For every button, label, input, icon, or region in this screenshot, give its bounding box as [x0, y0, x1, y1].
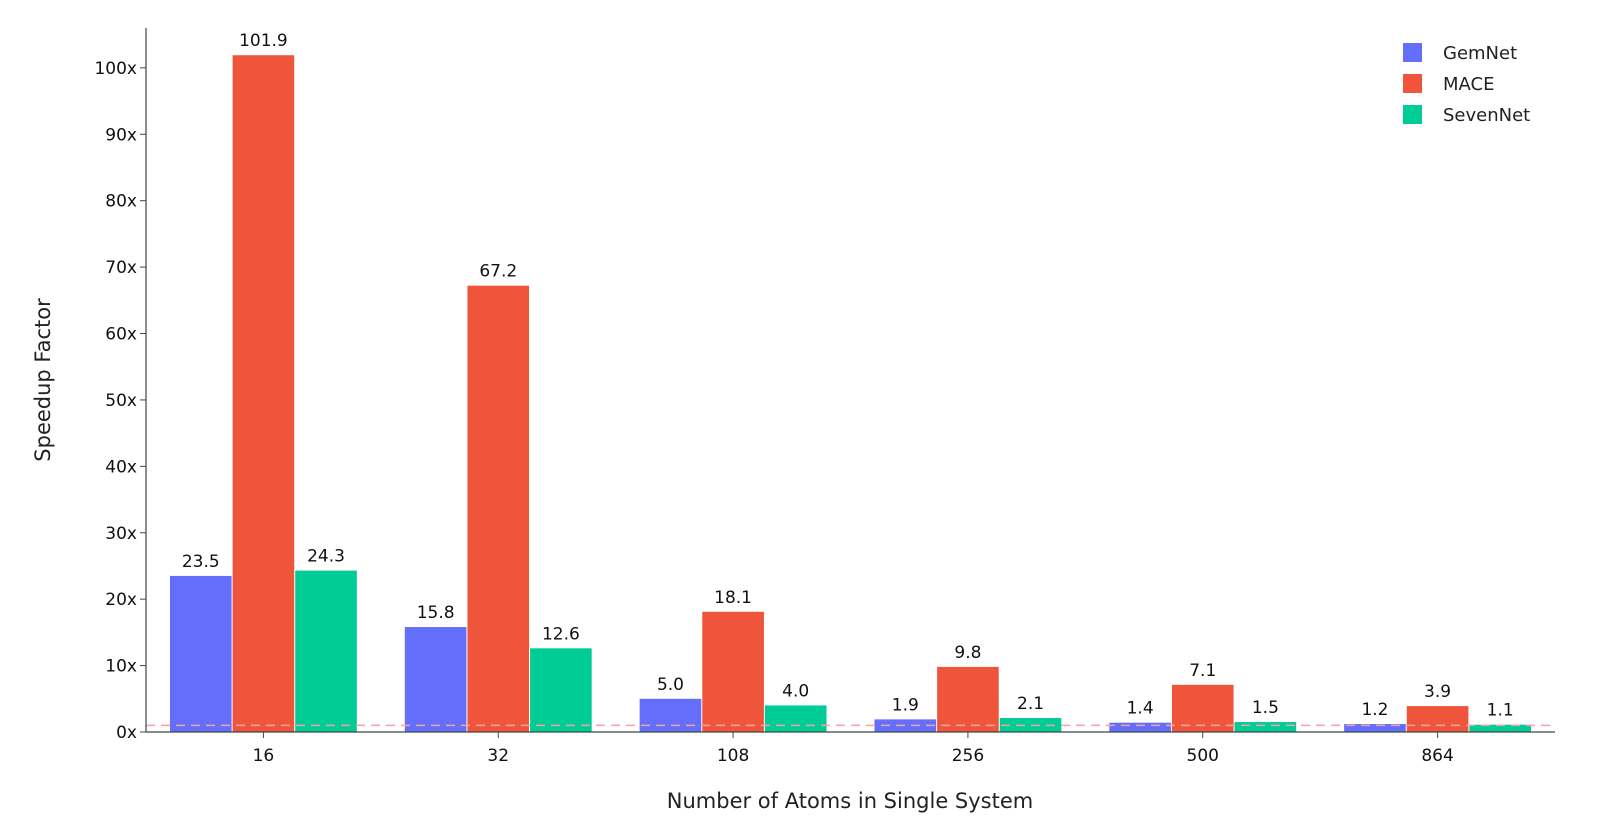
bar-mace-256	[937, 666, 999, 732]
data-label-gemnet-108: 5.0	[657, 675, 684, 695]
bar-gemnet-256	[874, 719, 937, 732]
data-label-mace-16: 101.9	[239, 31, 288, 51]
bar-gemnet-16	[169, 575, 232, 732]
data-label-mace-864: 3.9	[1424, 682, 1451, 702]
bar-sevennet-32	[530, 648, 592, 732]
data-label-gemnet-864: 1.2	[1361, 700, 1388, 720]
y-tick-label: 50x	[105, 391, 137, 411]
data-label-gemnet-256: 1.9	[892, 695, 919, 715]
bar-sevennet-16	[295, 570, 357, 732]
data-label-gemnet-500: 1.4	[1127, 699, 1154, 719]
legend-swatch-mace[interactable]	[1403, 74, 1422, 93]
data-label-sevennet-256: 2.1	[1017, 694, 1044, 714]
y-tick-label: 40x	[105, 457, 137, 477]
x-tick-label-864: 864	[1421, 746, 1453, 766]
bar-mace-500	[1171, 684, 1234, 732]
data-label-mace-500: 7.1	[1189, 661, 1216, 681]
y-ticks-layer: 0x 10x 20x 30x 40x 50x 60x 70x 80x 90x 100x	[94, 59, 146, 743]
bars-layer	[169, 55, 1532, 733]
x-tick-label-108: 108	[717, 746, 749, 766]
bar-gemnet-864	[1344, 724, 1406, 732]
data-label-gemnet-32: 15.8	[417, 603, 455, 623]
data-label-mace-32: 67.2	[479, 262, 517, 282]
data-label-sevennet-500: 1.5	[1252, 698, 1279, 718]
y-tick-label: 70x	[105, 258, 137, 278]
bar-mace-32	[467, 285, 530, 732]
bar-mace-864	[1406, 706, 1469, 732]
bar-gemnet-108	[639, 698, 702, 732]
y-tick-label: 0x	[116, 723, 137, 743]
y-tick-label: 30x	[105, 524, 137, 544]
bar-sevennet-108	[764, 705, 827, 732]
bar-sevennet-256	[999, 718, 1062, 732]
axes-layer	[145, 28, 1555, 733]
y-axis-title: Speedup Factor	[31, 298, 55, 462]
data-label-gemnet-16: 23.5	[182, 552, 220, 572]
x-axis-title: Number of Atoms in Single System	[667, 789, 1033, 813]
y-tick-label: 10x	[105, 657, 137, 677]
y-tick-label: 20x	[105, 590, 137, 610]
legend: GemNet MACE SevenNet	[1403, 43, 1530, 126]
x-tick-label-16: 16	[253, 746, 275, 766]
data-labels-layer: 23.5 15.8 5.0 1.9 1.4 1.2 101.9 67.2 18.1 9.8 7.1 3…	[182, 31, 1514, 720]
bar-gemnet-500	[1109, 722, 1171, 732]
data-label-sevennet-864: 1.1	[1487, 701, 1514, 721]
x-ticks-layer: 16 32 108 256 500 864	[253, 732, 1454, 766]
x-tick-label-500: 500	[1187, 746, 1219, 766]
bar-gemnet-32	[404, 627, 467, 732]
bar-mace-16	[232, 55, 295, 733]
data-label-mace-108: 18.1	[714, 588, 752, 608]
x-tick-label-32: 32	[487, 746, 509, 766]
legend-label-mace[interactable]: MACE	[1443, 74, 1494, 95]
bar-mace-108	[702, 611, 764, 732]
y-tick-label: 60x	[105, 325, 137, 345]
bar-sevennet-864	[1469, 724, 1532, 732]
data-label-sevennet-32: 12.6	[542, 624, 580, 644]
legend-swatch-sevennet[interactable]	[1403, 105, 1422, 124]
data-label-mace-256: 9.8	[954, 643, 981, 663]
x-tick-label-256: 256	[952, 746, 984, 766]
data-label-sevennet-108: 4.0	[782, 681, 809, 701]
y-tick-label: 90x	[105, 125, 137, 145]
y-tick-label: 80x	[105, 192, 137, 212]
data-label-sevennet-16: 24.3	[307, 547, 345, 567]
legend-label-gemnet[interactable]: GemNet	[1443, 43, 1517, 64]
legend-swatch-gemnet[interactable]	[1403, 43, 1422, 62]
legend-label-sevennet[interactable]: SevenNet	[1443, 105, 1530, 126]
y-tick-label: 100x	[94, 59, 137, 79]
bar-sevennet-500	[1234, 722, 1297, 732]
